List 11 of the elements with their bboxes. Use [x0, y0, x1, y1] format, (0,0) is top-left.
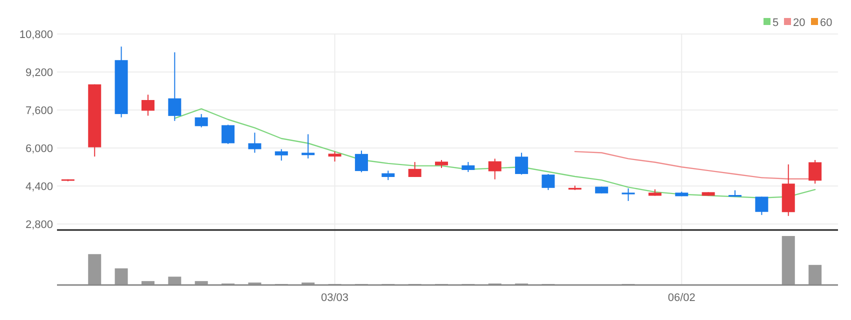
legend-label: 60 — [820, 16, 832, 29]
x-tick-label: 06/02 — [668, 292, 696, 304]
y-tick-label: 9,200 — [25, 66, 53, 79]
y-tick-label: 10,800 — [19, 28, 53, 41]
y-tick-label: 2,800 — [25, 218, 53, 231]
legend-label: 20 — [793, 16, 806, 29]
y-tick-label: 6,000 — [25, 142, 53, 155]
x-tick-label: 03/03 — [321, 292, 349, 304]
y-tick-label: 4,400 — [25, 180, 53, 193]
y-tick-label: 7,600 — [25, 104, 53, 117]
legend-label: 5 — [772, 16, 779, 29]
